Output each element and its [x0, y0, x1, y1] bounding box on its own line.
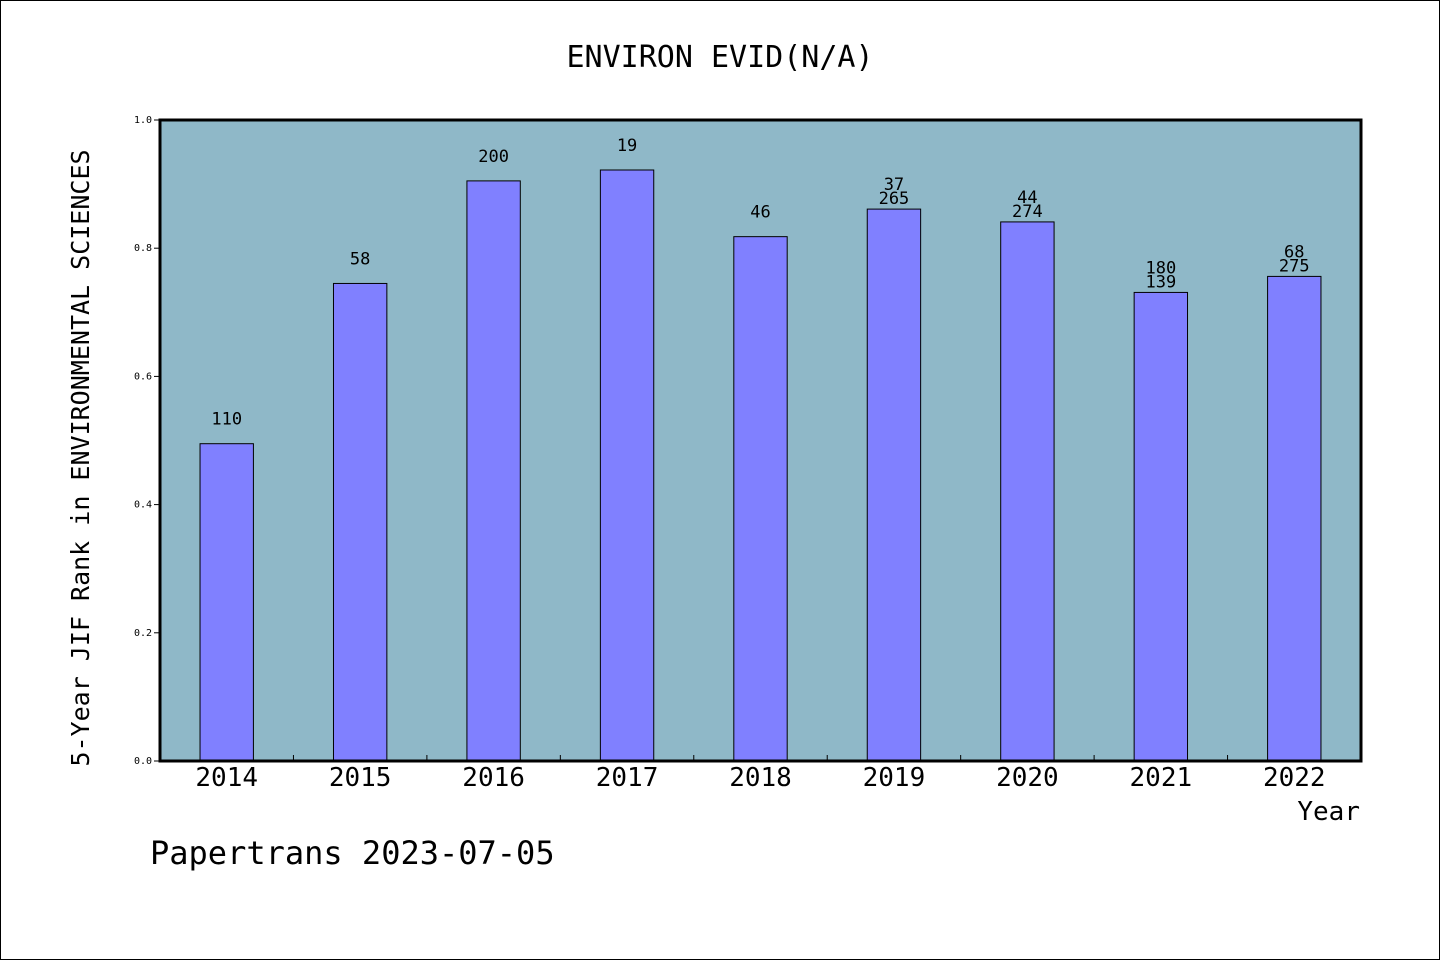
y-tick-label: 0.6	[134, 371, 152, 382]
x-axis-label: Year	[1297, 797, 1360, 827]
credit-footer: Papertrans 2023-07-05	[150, 834, 555, 872]
bar-2016	[466, 180, 521, 762]
bar-data-label: 44	[1017, 188, 1037, 208]
bar-2018	[733, 236, 788, 762]
bars-group	[199, 169, 1322, 762]
y-axis-label: 5-Year JIF Rank in ENVIRONMENTAL SCIENCE…	[66, 149, 95, 766]
bar-data-label: 275	[1279, 256, 1310, 276]
bar-data-label: 265	[879, 189, 910, 209]
bar-data-label: 19	[617, 136, 637, 156]
x-tick-label: 2020	[996, 763, 1059, 793]
x-tick-label: 2019	[863, 763, 926, 793]
y-tick-label: 0.0	[134, 756, 152, 767]
x-tick-label: 2016	[462, 763, 525, 793]
bar-data-label: 200	[478, 147, 509, 167]
bar-2022	[1267, 275, 1322, 762]
bar-2017	[599, 169, 655, 762]
y-tick-label: 0.8	[134, 243, 152, 254]
bar-data-label: 139	[1145, 272, 1176, 292]
y-axis-ticks: 0.0 0.2 0.4 0.6 0.8 1.0	[134, 115, 160, 767]
x-tick-label: 2021	[1130, 763, 1193, 793]
x-tick-label: 2018	[729, 763, 792, 793]
x-tick-label: 2014	[195, 763, 258, 793]
bar-2015	[332, 282, 388, 762]
chart-title: ENVIRON EVID(N/A)	[566, 40, 873, 75]
bar-data-label: 180	[1145, 258, 1176, 278]
y-tick-label: 0.2	[134, 628, 152, 639]
x-tick-label: 2017	[596, 763, 659, 793]
bar-data-label: 37	[884, 175, 904, 195]
bar-2019	[866, 208, 922, 762]
bar-2014	[199, 443, 254, 762]
x-tick-label: 2022	[1263, 763, 1326, 793]
plot-border	[158, 118, 1363, 763]
bar-data-label: 274	[1012, 202, 1043, 222]
x-tick-label: 2015	[329, 763, 392, 793]
y-tick-label: 1.0	[134, 115, 152, 126]
bar-2020	[1000, 221, 1055, 762]
bar-2021	[1133, 291, 1189, 762]
bar-data-label: 110	[211, 410, 242, 430]
y-tick-label: 0.4	[134, 500, 152, 511]
bar-data-label: 58	[350, 249, 370, 269]
x-axis-ticks: 2014 2015 2016 2017 2018 2019 2020 2021 2022	[195, 755, 1326, 793]
bar-data-label: 68	[1284, 242, 1304, 262]
bar-data-label: 46	[750, 203, 770, 223]
